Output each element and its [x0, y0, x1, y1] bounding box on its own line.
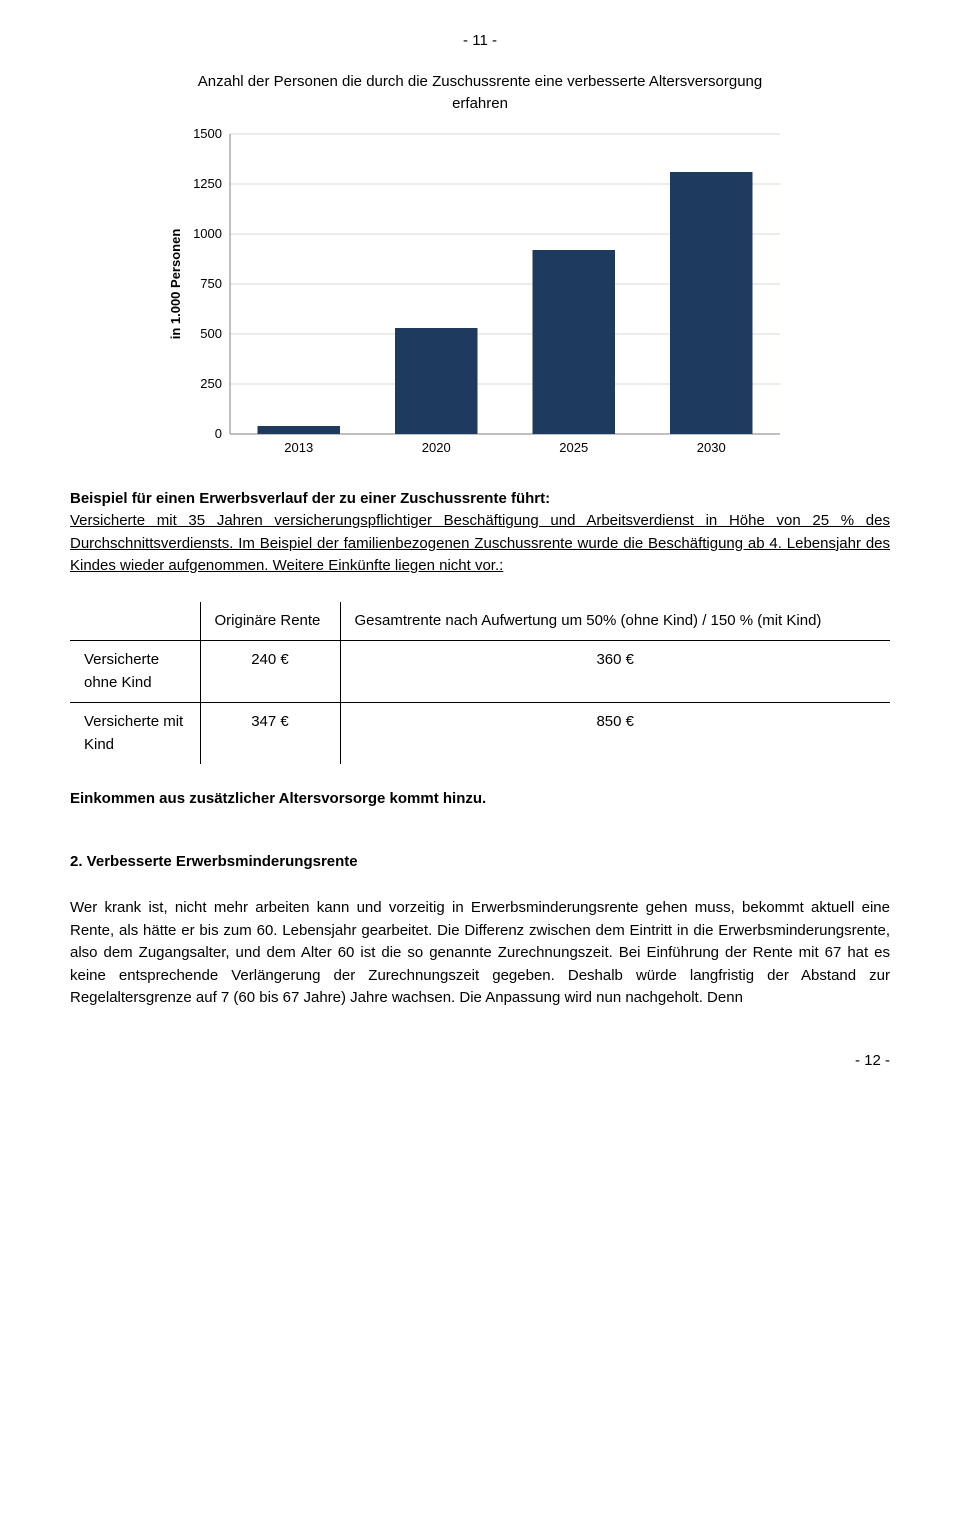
table-header-col2: Gesamtrente nach Aufwertung um 50% (ohne…: [340, 602, 890, 641]
page-number-bottom: - 12 -: [70, 1050, 890, 1073]
table-cell: 240 €: [200, 641, 340, 703]
section2-body: Wer krank ist, nicht mehr arbeiten kann …: [70, 897, 890, 1010]
svg-text:2020: 2020: [422, 440, 451, 455]
svg-text:2013: 2013: [284, 440, 313, 455]
table-cell: 347 €: [200, 703, 340, 765]
svg-text:2025: 2025: [559, 440, 588, 455]
bar-chart: 0 250 500 750 1000 1250 1500 2013 2020 2025 2030 in…: [160, 124, 800, 464]
svg-text:0: 0: [215, 426, 222, 441]
table-cell: 850 €: [340, 703, 890, 765]
table-cell: 360 €: [340, 641, 890, 703]
income-note: Einkommen aus zusätzlicher Altersvorsorg…: [70, 788, 890, 811]
svg-text:1500: 1500: [193, 126, 222, 141]
svg-text:500: 500: [200, 326, 222, 341]
svg-text:in 1.000 Personen: in 1.000 Personen: [168, 228, 183, 339]
chart-title: Anzahl der Personen die durch die Zuschu…: [160, 71, 800, 116]
section2-heading: 2. Verbesserte Erwerbsminderungsrente: [70, 851, 890, 874]
page-number-top: - 11 -: [70, 30, 890, 53]
table-header-col1: Originäre Rente: [200, 602, 340, 641]
svg-text:2030: 2030: [697, 440, 726, 455]
svg-text:250: 250: [200, 376, 222, 391]
example-paragraph: Beispiel für einen Erwerbsverlauf der zu…: [70, 488, 890, 578]
table-row: Versicherte mit Kind 347 € 850 €: [70, 703, 890, 765]
example-heading: Beispiel für einen Erwerbsverlauf der zu…: [70, 490, 550, 507]
chart-container: Anzahl der Personen die durch die Zuschu…: [160, 71, 800, 464]
svg-text:1250: 1250: [193, 176, 222, 191]
example-table: Originäre Rente Gesamtrente nach Aufwert…: [70, 602, 890, 765]
table-header-empty: [70, 602, 200, 641]
svg-text:750: 750: [200, 276, 222, 291]
svg-text:1000: 1000: [193, 226, 222, 241]
table-row: Versicherte ohne Kind 240 € 360 €: [70, 641, 890, 703]
example-body: Versicherte mit 35 Jahren versicherungsp…: [70, 512, 890, 574]
table-row-label: Versicherte mit Kind: [70, 703, 200, 765]
table-row-label: Versicherte ohne Kind: [70, 641, 200, 703]
